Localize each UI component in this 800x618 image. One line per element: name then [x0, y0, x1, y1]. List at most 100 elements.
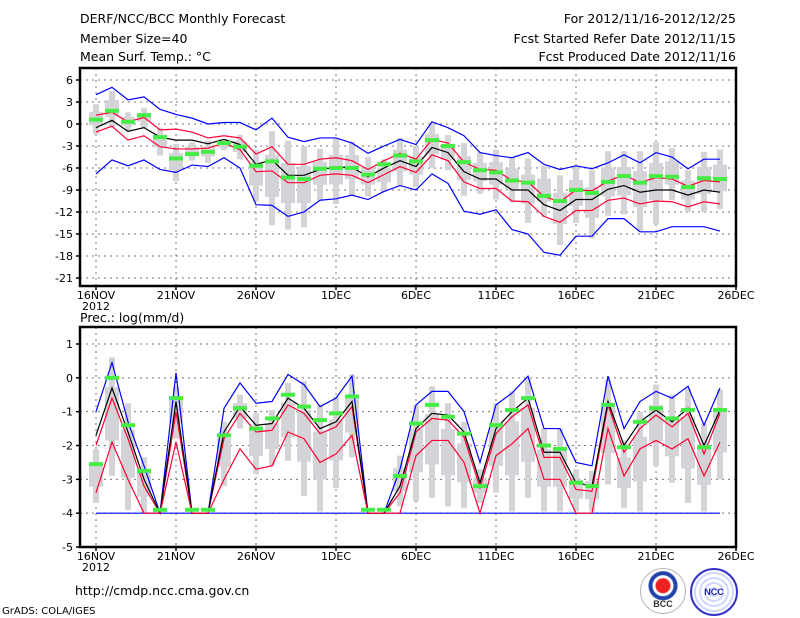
- ensemble-box: [617, 166, 631, 196]
- observed-marker: [457, 431, 471, 436]
- observed-marker: [217, 141, 231, 146]
- ensemble-box: [633, 436, 647, 482]
- observed-marker: [185, 507, 199, 512]
- ensemble-box: [521, 407, 535, 462]
- observed-marker: [521, 396, 535, 401]
- series-line-mean-sd: [95, 125, 721, 223]
- x-tick-label: 16NOV: [77, 289, 116, 302]
- observed-marker: [249, 426, 263, 431]
- observed-marker: [441, 414, 455, 419]
- observed-marker: [489, 170, 503, 175]
- y-tick-label: 3: [66, 96, 73, 109]
- y-tick-label: -2: [62, 440, 73, 453]
- ensemble-box: [441, 429, 455, 476]
- series-line-min: [95, 157, 721, 256]
- series-line-mean: [95, 119, 721, 212]
- ensemble-box: [249, 162, 263, 186]
- x-tick-label: 26NOV: [237, 289, 276, 302]
- ensemble-box: [233, 403, 247, 419]
- ensemble-box: [425, 414, 439, 465]
- observed-marker: [169, 396, 183, 401]
- observed-marker: [617, 445, 631, 450]
- observed-marker: [345, 394, 359, 399]
- y-tick-label: -6: [62, 162, 73, 175]
- observed-marker: [681, 185, 695, 190]
- y-tick-label: -1: [62, 406, 73, 419]
- y-tick-label: -12: [55, 206, 73, 219]
- observed-marker: [377, 162, 391, 167]
- observed-marker: [537, 443, 551, 448]
- x-tick-label: 16NOV: [77, 550, 116, 563]
- y-tick-label: -15: [55, 228, 73, 241]
- observed-marker: [233, 144, 247, 149]
- ensemble-box: [105, 387, 119, 441]
- ensemble-box: [393, 468, 407, 492]
- observed-marker: [425, 138, 439, 143]
- ensemble-box: [137, 471, 151, 497]
- x-tick-label: 1DEC: [321, 550, 351, 563]
- observed-marker: [169, 156, 183, 161]
- grads-credit: GrADS: COLA/IGES: [2, 606, 96, 617]
- observed-marker: [457, 160, 471, 165]
- observed-marker: [505, 178, 519, 183]
- ensemble-box: [457, 156, 471, 181]
- x-tick-label: 6DEC: [401, 289, 431, 302]
- observed-marker: [393, 473, 407, 478]
- x-tick-label: 26DEC: [717, 289, 754, 302]
- plot-frame: [78, 66, 738, 288]
- ensemble-box: [649, 162, 663, 200]
- observed-marker: [201, 149, 215, 154]
- observed-marker: [265, 159, 279, 164]
- observed-marker: [233, 406, 247, 411]
- ensemble-box: [713, 412, 727, 453]
- observed-marker: [601, 179, 615, 184]
- plot-frame: [78, 325, 738, 549]
- y-tick-label: -3: [62, 140, 73, 153]
- observed-marker: [313, 166, 327, 171]
- x-tick-label: 11DEC: [477, 289, 514, 302]
- observed-marker: [409, 159, 423, 164]
- observed-marker: [633, 419, 647, 424]
- observed-marker: [601, 402, 615, 407]
- observed-marker: [361, 172, 375, 177]
- observed-marker: [713, 177, 727, 181]
- observed-marker: [153, 135, 167, 140]
- observed-marker: [489, 423, 503, 428]
- observed-marker: [585, 484, 599, 489]
- ensemble-box: [681, 416, 695, 469]
- ensemble-box: [297, 409, 311, 462]
- series-line-mean-sd: [95, 111, 721, 203]
- observed-marker: [201, 507, 215, 512]
- observed-marker: [281, 175, 295, 180]
- produced-date: Fcst Produced Date 2012/11/16: [538, 49, 736, 64]
- observed-marker: [153, 507, 167, 512]
- y-tick-label: 0: [66, 372, 73, 385]
- x-tick-year-label: 2012: [82, 300, 110, 313]
- observed-marker: [89, 462, 103, 467]
- observed-marker: [585, 190, 599, 195]
- observed-marker: [569, 188, 583, 192]
- ensemble-box: [633, 171, 647, 208]
- ensemble-box: [649, 404, 663, 442]
- observed-marker: [185, 152, 199, 157]
- observed-marker: [665, 174, 679, 179]
- observed-marker: [697, 176, 711, 181]
- series-line-mean-sd: [95, 426, 721, 516]
- observed-marker: [441, 144, 455, 148]
- observed-marker: [409, 421, 423, 426]
- forecast-period: For 2012/11/16-2012/12/25: [564, 11, 736, 26]
- y-tick-label: -18: [55, 250, 73, 263]
- observed-marker: [137, 113, 151, 118]
- figure-title: DERF/NCC/BCC Monthly Forecast: [80, 11, 285, 26]
- start-date: Fcst Started Refer Date 2012/11/15: [514, 31, 737, 46]
- observed-marker: [473, 484, 487, 489]
- observed-marker: [633, 180, 647, 185]
- y-tick-label: -21: [55, 272, 73, 285]
- observed-marker: [121, 423, 135, 428]
- ensemble-box: [697, 445, 711, 486]
- ensemble-box: [265, 423, 279, 450]
- x-tick-label: 16DEC: [557, 289, 594, 302]
- ncc-logo: NCC: [690, 568, 738, 616]
